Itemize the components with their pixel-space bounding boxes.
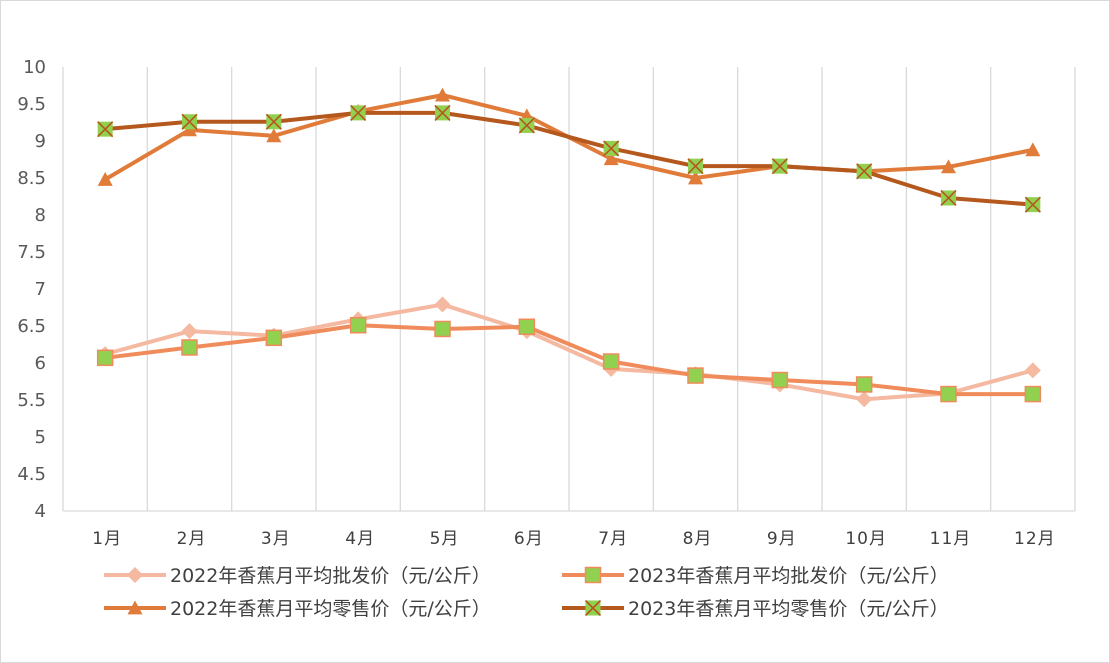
x-tick-label: 2月 — [177, 529, 207, 549]
data-point-triangle — [266, 128, 282, 143]
data-point-square — [771, 371, 789, 389]
data-point-diamond — [181, 323, 198, 340]
data-point-x-stroke — [940, 189, 957, 207]
data-point-x-stroke — [350, 104, 367, 121]
data-point-x-stroke — [518, 117, 535, 134]
y-axis-ticks: 4 4.5 5 5.5 6 6.5 7 7.5 8 8.5 9 9.5 10 — [17, 57, 46, 522]
x-tick-label: 6月 — [514, 529, 544, 549]
x-tick-label: 11月 — [930, 529, 972, 549]
series-line — [104, 323, 1033, 397]
data-point-x-stroke — [1024, 196, 1041, 213]
legend-label: 2022年香蕉月平均批发价（元/公斤） — [170, 565, 491, 587]
series-line — [104, 302, 1034, 402]
y-tick-label: 9.5 — [17, 94, 46, 115]
data-point-x-stroke — [584, 599, 602, 617]
data-point-square — [940, 385, 957, 403]
legend-item: 2022年香蕉月平均批发价（元/公斤） — [104, 565, 491, 587]
series-4 — [97, 104, 1041, 213]
legend: 2022年香蕉月平均批发价（元/公斤） 2023年香蕉月平均批发价（元/公斤） 20… — [104, 565, 949, 620]
x-tick-label: 1月 — [92, 529, 122, 549]
data-point-square — [584, 566, 602, 584]
series-line — [104, 110, 1033, 207]
legend-label: 2023年香蕉月平均批发价（元/公斤） — [628, 565, 949, 587]
data-point-square — [687, 367, 704, 384]
x-tick-label: 5月 — [430, 529, 460, 549]
data-point-x-stroke — [856, 163, 873, 180]
y-tick-label: 8.5 — [17, 168, 46, 189]
data-point-diamond — [434, 296, 451, 313]
y-tick-label: 5.5 — [17, 390, 46, 411]
x-axis-ticks: 1月 2月 3月 4月 5月 6月 7月 8月 9月 10月 11月 12月 — [92, 529, 1056, 549]
x-tick-label: 3月 — [261, 529, 291, 549]
data-point-square — [181, 339, 198, 356]
y-tick-label: 7.5 — [17, 242, 46, 263]
data-point-square — [602, 353, 620, 370]
data-point-x-stroke — [181, 113, 198, 130]
y-tick-label: 4.5 — [17, 464, 46, 485]
y-tick-label: 5 — [35, 427, 46, 448]
data-point-square — [265, 329, 283, 347]
data-point-triangle — [603, 151, 619, 166]
gridlines — [62, 67, 1076, 512]
data-point-triangle — [688, 170, 703, 185]
data-point-square — [855, 376, 873, 393]
series-2 — [96, 317, 1042, 403]
y-tick-label: 7 — [35, 279, 46, 300]
y-tick-label: 9 — [35, 131, 46, 152]
y-tick-label: 6 — [35, 353, 46, 374]
x-tick-label: 8月 — [683, 529, 713, 549]
data-point-square — [518, 318, 536, 335]
data-point-triangle — [941, 159, 956, 174]
x-tick-label: 9月 — [767, 529, 797, 549]
data-point-square — [349, 317, 367, 334]
data-point-square — [434, 320, 451, 338]
data-point-x-stroke — [97, 121, 114, 138]
data-point-x-stroke — [771, 158, 788, 175]
y-tick-label: 8 — [35, 205, 46, 226]
data-point-triangle — [182, 122, 197, 137]
data-point-x-stroke — [603, 140, 620, 157]
x-tick-label: 7月 — [598, 529, 628, 549]
legend-label: 2022年香蕉月平均零售价（元/公斤） — [170, 598, 491, 620]
data-point-diamond — [127, 567, 143, 583]
x-tick-label: 10月 — [845, 529, 887, 549]
data-point-square — [96, 349, 114, 367]
data-point-diamond — [1024, 362, 1041, 379]
data-point-triangle — [435, 87, 450, 102]
legend-label: 2023年香蕉月平均零售价（元/公斤） — [628, 598, 949, 620]
x-tick-label: 12月 — [1014, 529, 1056, 549]
y-tick-label: 6.5 — [17, 316, 46, 337]
series-group — [96, 87, 1042, 408]
data-point-x-stroke — [434, 104, 451, 121]
data-point-triangle — [127, 600, 143, 615]
legend-item: 2023年香蕉月平均批发价（元/公斤） — [562, 565, 949, 587]
y-tick-label: 4 — [35, 501, 46, 522]
data-point-x-stroke — [265, 113, 282, 130]
data-point-x-stroke — [687, 158, 704, 175]
legend-item: 2022年香蕉月平均零售价（元/公斤） — [104, 598, 491, 620]
data-point-diamond — [856, 391, 873, 408]
data-point-triangle — [97, 171, 113, 186]
data-point-triangle — [1025, 142, 1041, 157]
y-tick-label: 10 — [23, 57, 46, 78]
data-point-square — [1024, 385, 1042, 403]
x-tick-label: 4月 — [345, 529, 375, 549]
legend-item: 2023年香蕉月平均零售价（元/公斤） — [562, 598, 949, 620]
